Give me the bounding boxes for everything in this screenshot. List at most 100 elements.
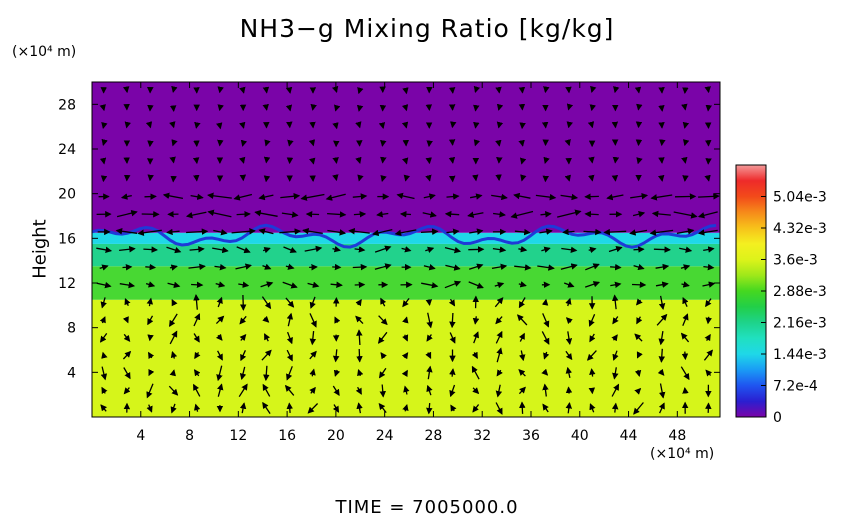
wind-arrow (681, 351, 689, 361)
wind-arrow (402, 403, 409, 412)
wind-arrow (588, 313, 596, 327)
wind-arrow (705, 316, 712, 325)
wind-arrow (356, 104, 364, 112)
wind-arrow (698, 193, 720, 200)
wind-arrow (633, 402, 644, 415)
wind-arrow (697, 211, 718, 219)
wind-arrow (426, 334, 433, 342)
field-band-1 (92, 266, 720, 300)
wind-arrow (636, 316, 643, 325)
y-axis-unit: (×10⁴ m) (12, 44, 77, 60)
wind-arrow (286, 366, 293, 381)
wind-arrow (655, 263, 670, 271)
wind-arrow (258, 228, 274, 235)
wind-arrow (520, 174, 527, 182)
wind-arrow (143, 246, 158, 253)
wind-arrow (356, 402, 363, 414)
wind-arrow (496, 103, 504, 111)
y-tick-label: 16 (58, 231, 76, 247)
wind-arrow (634, 387, 642, 395)
wind-arrow (189, 246, 205, 253)
wind-arrow (380, 297, 387, 307)
wind-arrow (541, 246, 551, 253)
wind-arrow (704, 174, 711, 182)
wind-arrow (493, 211, 506, 218)
wind-arrow (309, 350, 317, 360)
wind-arrow (170, 350, 178, 359)
wind-arrow (239, 156, 246, 164)
wind-arrow (325, 193, 346, 201)
wind-arrow (449, 368, 456, 377)
wind-arrow (167, 281, 181, 289)
wind-arrow (612, 350, 619, 361)
wind-arrow (396, 192, 415, 200)
wind-arrow (518, 297, 526, 309)
wind-arrow (401, 369, 408, 378)
wind-arrow (137, 229, 162, 236)
wind-arrow (426, 365, 433, 380)
wind-arrow (588, 246, 597, 254)
wind-arrow (258, 193, 274, 201)
wind-arrow (145, 281, 156, 288)
wind-arrow (239, 333, 247, 342)
wind-arrow (589, 368, 596, 377)
wind-arrow (239, 294, 247, 311)
wind-arrow (372, 228, 393, 237)
colorbar-tick-label: 1.44e-3 (773, 347, 827, 363)
wind-arrow (123, 367, 131, 380)
wind-arrow (100, 366, 108, 381)
wind-arrow (374, 245, 392, 253)
wind-arrow (588, 174, 595, 182)
wind-arrow (588, 387, 596, 395)
wind-arrow (589, 403, 596, 413)
wind-arrow (286, 402, 293, 413)
wind-arrow (449, 332, 456, 344)
wind-arrow (585, 263, 600, 271)
wind-arrow (300, 193, 325, 201)
wind-arrow (213, 228, 228, 236)
wind-arrow (332, 122, 339, 130)
wind-arrow (583, 228, 602, 236)
wind-arrow (587, 121, 595, 129)
wind-arrow (212, 246, 229, 254)
wind-arrow (450, 404, 457, 412)
colorbar-tick-label: 7.2e-4 (773, 379, 818, 395)
x-tick-label: 12 (229, 428, 247, 444)
wind-arrow (282, 281, 298, 289)
wind-arrow (589, 333, 596, 343)
wind-arrow (653, 246, 671, 253)
wind-arrow (603, 228, 627, 236)
wind-arrow (491, 263, 508, 271)
wind-arrow (264, 333, 270, 342)
wind-arrow (217, 383, 224, 397)
wind-arrow (702, 281, 716, 288)
wind-arrow (471, 365, 480, 380)
wind-arrow (535, 193, 557, 201)
wind-arrow (542, 313, 550, 328)
y-tick-label: 20 (58, 187, 76, 203)
wind-arrow (119, 245, 136, 253)
wind-arrow (122, 263, 133, 271)
wind-arrow (357, 368, 364, 377)
wind-arrow (705, 298, 712, 308)
wind-arrow (148, 351, 155, 360)
wind-arrow (171, 299, 178, 307)
wind-arrow (445, 264, 461, 271)
wind-arrow (380, 174, 387, 183)
wind-arrow (145, 263, 157, 271)
wind-arrow (565, 350, 573, 361)
wind-arrow (682, 121, 690, 129)
wind-arrow (422, 211, 437, 218)
wind-arrow (473, 121, 480, 129)
wind-arrow (472, 404, 480, 413)
wind-arrow (421, 282, 439, 289)
wind-arrow (518, 386, 526, 395)
wind-arrow (378, 121, 386, 130)
wind-arrow (305, 210, 320, 218)
wind-arrow (124, 298, 131, 307)
wind-arrow (380, 139, 387, 147)
wind-arrow (169, 121, 176, 129)
wind-arrow (286, 331, 293, 345)
wind-arrow (355, 315, 364, 325)
